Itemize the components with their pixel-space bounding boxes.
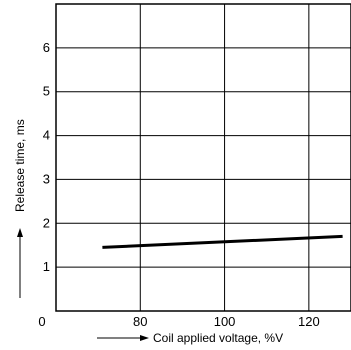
series-layer [102, 234, 343, 249]
grid [56, 4, 351, 311]
y-axis-label: Release time, ms [13, 119, 27, 212]
y-axis-arrow [17, 228, 23, 298]
y-tick-label-6: 6 [43, 40, 50, 55]
x-axis-arrow [97, 335, 149, 341]
y-tick-label-4: 4 [43, 128, 50, 143]
x-tick-label-120: 120 [298, 314, 320, 329]
y-tick-label-1: 1 [43, 259, 50, 274]
plot-frame [55, 3, 351, 312]
y-tick-label-5: 5 [43, 84, 50, 99]
tick-labels: 80 100 120 1 2 3 4 5 6 [43, 40, 320, 329]
x-tick-label-100: 100 [214, 314, 236, 329]
origin-label: 0 [38, 314, 45, 329]
y-tick-label-2: 2 [43, 215, 50, 230]
x-axis-label: Coil applied voltage, %V [153, 331, 283, 345]
x-tick-label-80: 80 [133, 314, 147, 329]
series-line-0 [102, 234, 343, 249]
y-tick-label-3: 3 [43, 171, 50, 186]
